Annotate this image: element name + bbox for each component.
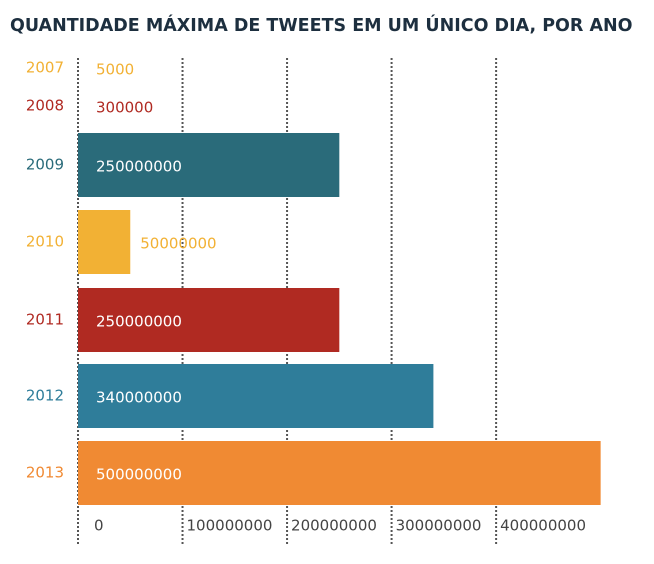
- value-label: 500000000: [96, 466, 182, 484]
- bar: [78, 133, 340, 197]
- x-tick-label: 300000000: [396, 517, 482, 535]
- y-tick-label: 2010: [26, 233, 64, 251]
- bar: [78, 364, 434, 428]
- y-tick-label: 2008: [26, 97, 64, 115]
- bar: [78, 288, 340, 352]
- x-tick-label: 0: [94, 517, 104, 535]
- x-tick-label: 400000000: [500, 517, 586, 535]
- value-label: 340000000: [96, 389, 182, 407]
- y-tick-label: 2011: [26, 311, 64, 329]
- value-label: 50000000: [140, 235, 216, 253]
- value-label: 5000: [96, 61, 134, 79]
- value-label: 250000000: [96, 313, 182, 331]
- x-tick-label: 200000000: [291, 517, 377, 535]
- bar: [78, 441, 601, 505]
- x-tick-label: 100000000: [187, 517, 273, 535]
- bar: [78, 210, 131, 274]
- y-tick-label: 2007: [26, 59, 64, 77]
- value-label: 300000: [96, 99, 153, 117]
- value-label: 250000000: [96, 158, 182, 176]
- y-tick-label: 2009: [26, 156, 64, 174]
- y-tick-label: 2012: [26, 387, 64, 405]
- chart-title: QUANTIDADE MÁXIMA DE TWEETS EM UM ÚNICO …: [10, 14, 633, 36]
- y-tick-label: 2013: [26, 464, 64, 482]
